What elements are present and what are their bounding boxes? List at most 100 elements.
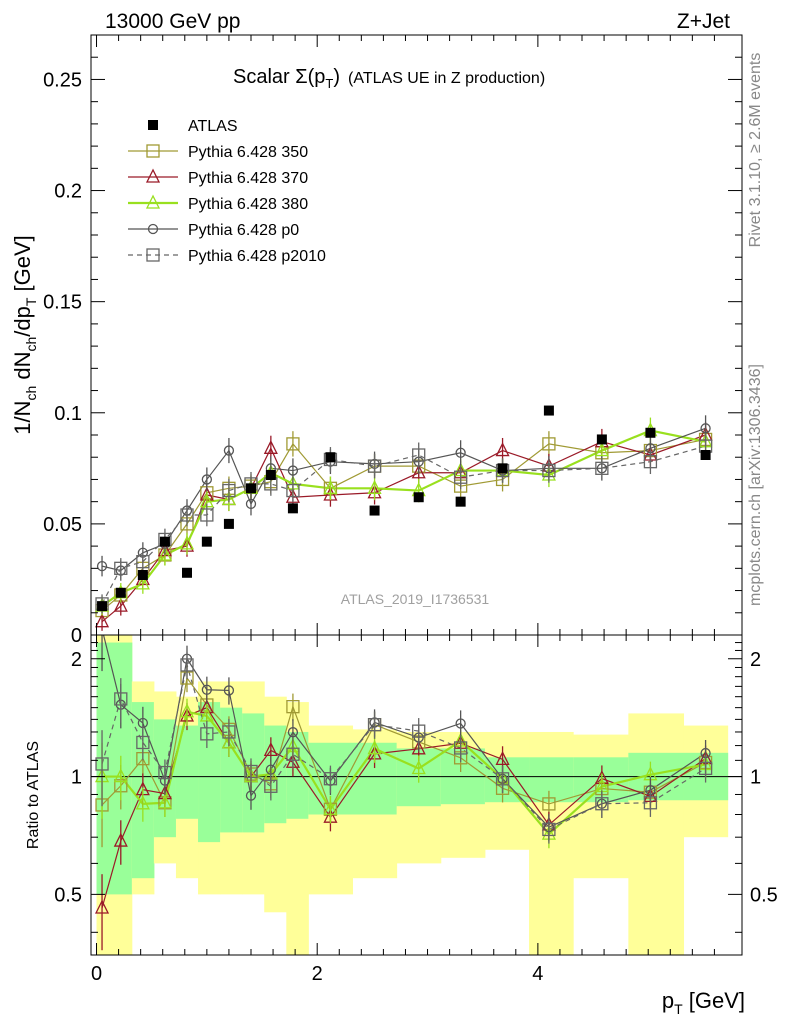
legend-marker <box>145 168 161 183</box>
ratio-tick-label-right: 0.5 <box>750 884 778 906</box>
mcplots-label: mcplots.cern.ch [arXiv:1306.3436] <box>747 364 764 606</box>
series-point <box>179 535 195 550</box>
series-point <box>94 613 110 628</box>
series-point <box>542 463 556 478</box>
ratio-point <box>495 772 510 786</box>
data-point <box>287 503 298 514</box>
series-point <box>700 423 711 434</box>
ratio-point <box>158 765 172 780</box>
data-point <box>700 450 711 460</box>
ratio-point <box>367 740 382 755</box>
legend-label: Pythia 6.428 350 <box>188 144 308 161</box>
ratio-tick-label: 0.5 <box>54 884 82 906</box>
series-point <box>495 442 510 457</box>
green-band <box>198 702 221 843</box>
series-point <box>455 447 466 458</box>
axes: 0 2 400.050.10.150.20.250.5 0.51 12 2 <box>43 34 778 985</box>
ratio-point <box>542 797 556 811</box>
ratio-marks <box>94 635 713 951</box>
legend-label: ATLAS <box>188 118 238 135</box>
series-point <box>287 465 299 476</box>
ratio-tick-label: 1 <box>71 767 82 789</box>
y-tick-label: 0.25 <box>43 69 82 91</box>
yellow-band <box>628 713 685 955</box>
series-point <box>367 459 382 473</box>
series-point <box>263 439 278 454</box>
green-band <box>264 725 287 824</box>
data-point <box>159 536 170 547</box>
legend-marker <box>146 248 160 262</box>
data-point <box>325 452 336 463</box>
ratio-point <box>411 740 426 755</box>
yellow-band <box>573 734 629 879</box>
series-point <box>200 508 214 522</box>
ratio-point <box>200 727 214 741</box>
ratio-point <box>179 703 195 718</box>
ratio-point <box>411 760 426 775</box>
data-point <box>455 496 466 507</box>
rivet-label: Rivet 3.1.10, ≥ 2.6M events <box>747 53 764 248</box>
series-point <box>245 498 257 510</box>
ratio-point <box>135 795 150 810</box>
data-point <box>645 427 656 438</box>
series-point <box>180 508 194 522</box>
analysis-watermark: ATLAS_2019_I1736531 <box>341 591 490 607</box>
series-point <box>136 555 150 569</box>
series-point <box>286 483 300 498</box>
series-point <box>411 464 426 479</box>
ratio-point <box>114 692 128 706</box>
data-point <box>245 483 256 494</box>
series-point <box>96 560 108 572</box>
top-marks <box>94 405 713 631</box>
green-band <box>175 725 199 819</box>
ratio-point <box>323 772 338 786</box>
ratio-point <box>136 735 150 750</box>
y-axis-label: 1/Nch dNch/dpT [GeV] <box>10 235 39 435</box>
x-tick-label: 2 <box>312 963 323 985</box>
series-point <box>113 597 128 612</box>
ratio-point <box>201 684 213 695</box>
legend-marker <box>146 144 160 158</box>
data-point <box>543 405 554 416</box>
legend-label: Pythia 6.428 370 <box>188 170 308 187</box>
bottom-frame <box>90 634 743 956</box>
data-point <box>201 536 212 547</box>
header-left: 13000 GeV pp <box>105 10 240 33</box>
series-point <box>323 479 338 494</box>
legend-label: Pythia 6.428 p2010 <box>188 248 326 265</box>
ratio-point <box>643 796 658 810</box>
ratio-point <box>113 768 128 783</box>
ratio-axis-label: Ratio to ATLAS <box>25 741 42 849</box>
ratio-tick-label: 2 <box>71 649 82 671</box>
ratio-point <box>323 800 338 815</box>
series-point <box>286 437 300 451</box>
series-point <box>135 575 150 590</box>
data-point <box>115 587 126 598</box>
series-point <box>201 474 213 485</box>
ratio-point <box>264 779 278 793</box>
series-point <box>453 470 468 484</box>
data-point <box>497 463 508 474</box>
series-point <box>412 448 426 462</box>
ratio-point <box>595 797 609 811</box>
x-tick-label: 4 <box>532 963 543 985</box>
legend: ATLAS Pythia 6.428 350 Pythia 6.428 370 Pyt… <box>128 118 326 265</box>
legend-label: Pythia 6.428 380 <box>188 196 308 213</box>
ratio-point <box>263 741 278 757</box>
data-point <box>265 470 276 480</box>
series-point <box>157 546 172 561</box>
ratio-point <box>180 658 194 672</box>
y-tick-label: 0.2 <box>54 181 82 203</box>
ratio-point <box>222 725 236 739</box>
data-point <box>413 492 424 503</box>
green-band <box>529 757 574 803</box>
ratio-point <box>455 718 466 729</box>
ratio-point <box>412 724 426 738</box>
series-point <box>367 479 382 494</box>
series-point <box>221 490 236 506</box>
ratio-tick-label-right: 1 <box>750 767 761 789</box>
series-point <box>542 437 556 451</box>
ratio-point <box>221 734 236 749</box>
ratio-point <box>95 757 109 771</box>
ratio-point <box>113 832 128 847</box>
